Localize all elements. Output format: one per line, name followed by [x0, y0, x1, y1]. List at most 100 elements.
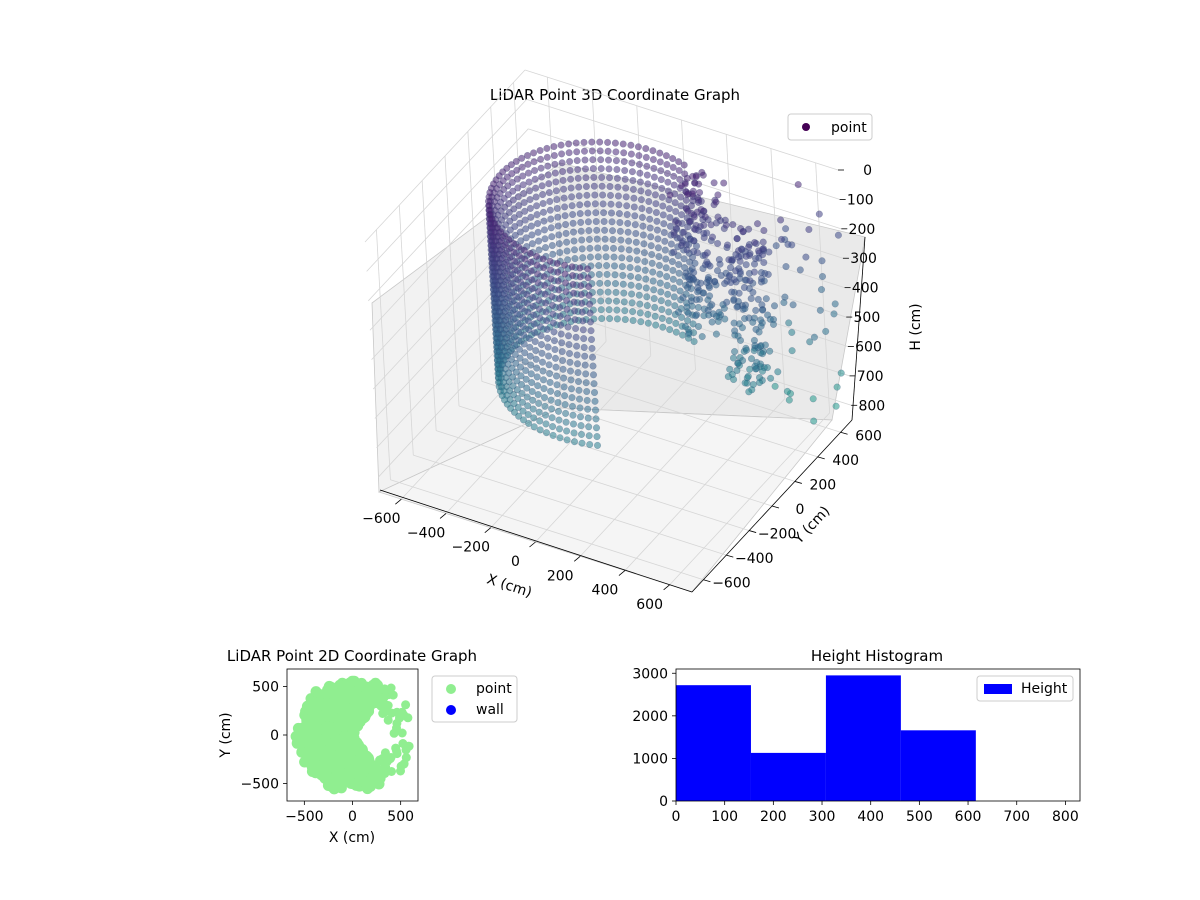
scatter-point-3d: [617, 245, 625, 253]
scatter-point-3d: [562, 220, 570, 229]
scatter-point-3d: [517, 381, 526, 389]
scatter-point-3d: [739, 305, 747, 313]
scatter-point-3d: [570, 429, 578, 437]
y-tick-label-2d: −500: [241, 777, 279, 793]
scatter-point-3d: [505, 236, 513, 244]
scatter-point-3d: [636, 309, 644, 317]
scatter-point-3d: [810, 417, 818, 425]
scatter-point-3d: [621, 175, 629, 183]
scatter-point-3d: [539, 367, 547, 375]
legend-3d-label: point: [831, 120, 867, 136]
scatter-point-3d: [671, 199, 679, 207]
scatter-point-3d: [568, 394, 576, 402]
scatter-point-3d: [578, 245, 586, 253]
scatter-point-3d: [641, 266, 649, 274]
scatter-point-3d: [513, 301, 521, 309]
y-tick-label-3d: 600: [855, 428, 882, 444]
scatter-point-3d: [575, 183, 583, 191]
scatter-point-3d: [541, 290, 549, 298]
scatter-point-3d: [663, 273, 671, 281]
scatter-point-3d: [683, 246, 691, 254]
scatter-point-3d: [603, 262, 611, 270]
scatter-point-3d: [492, 237, 500, 245]
scatter-point-3d: [511, 257, 519, 265]
scatter-point-3d: [530, 311, 538, 319]
scatter-point-3d: [750, 260, 759, 268]
scatter-point-3d: [558, 150, 566, 158]
scatter-point-3d: [751, 362, 759, 370]
scatter-point-3d: [658, 314, 666, 322]
scatter-point-3d: [707, 221, 715, 229]
scatter-point-3d: [703, 258, 711, 266]
scatter-point-3d: [509, 315, 517, 323]
scatter-point-2d: [401, 700, 411, 710]
scatter-point-3d: [735, 253, 743, 261]
scatter-point-3d: [541, 411, 550, 419]
scatter-point-3d: [525, 334, 533, 343]
scatter-point-3d: [537, 155, 545, 163]
scatter-point-3d: [583, 387, 591, 396]
scatter-point-3d: [730, 319, 738, 327]
scatter-point-3d: [679, 331, 687, 339]
scatter-point-3d: [541, 235, 549, 243]
x-axis-label-3d: X (cm): [485, 571, 534, 601]
scatter-point-3d: [577, 227, 585, 235]
scatter-point-3d: [675, 269, 683, 277]
scatter-point-2d: [401, 743, 411, 753]
scatter-point-3d: [530, 149, 538, 157]
scatter-point-3d: [645, 197, 653, 206]
scatter-point-3d: [607, 200, 615, 208]
scatter-point-3d: [708, 301, 716, 309]
scatter-point-2d: [356, 711, 368, 723]
scatter-point-3d: [527, 361, 535, 369]
scatter-point-3d: [612, 297, 621, 305]
scatter-point-3d: [625, 237, 633, 245]
scatter-point-3d: [568, 202, 576, 210]
scatter-point-3d: [751, 238, 759, 247]
scatter-point-3d: [555, 425, 564, 433]
scatter-point-3d: [650, 286, 658, 294]
scatter-point-3d: [575, 386, 583, 394]
scatter-point-3d: [518, 398, 527, 406]
scatter-point-3d: [529, 293, 537, 302]
scatter-point-3d: [515, 210, 523, 218]
scatter-point-3d: [511, 342, 519, 350]
scatter-point-3d: [628, 159, 636, 167]
x-tick-3d: [618, 570, 626, 576]
scatter-point-3d: [735, 289, 743, 297]
scatter-point-3d: [590, 380, 598, 388]
scatter-point-3d: [635, 160, 643, 168]
scatter-point-3d: [626, 263, 634, 272]
scatter-point-3d: [593, 441, 602, 449]
scatter-point-3d: [541, 244, 550, 252]
scatter-point-2d: [378, 709, 388, 718]
scatter-point-3d: [538, 182, 546, 190]
scatter-point-3d: [538, 349, 546, 357]
scatter-point-3d: [749, 288, 757, 296]
scatter-point-3d: [646, 215, 654, 223]
scatter-point-3d: [570, 289, 578, 297]
x-tick-label-hist: 600: [955, 809, 982, 825]
scatter-point-3d: [580, 335, 588, 343]
scatter-point-3d: [674, 308, 683, 316]
scatter-point-3d: [822, 327, 830, 335]
scatter-point-3d: [622, 193, 630, 201]
scatter-point-3d: [555, 416, 563, 424]
y-tick-3d: [840, 431, 848, 435]
scatter-point-3d: [637, 318, 645, 326]
y-axis-label-2d: Y (cm): [218, 712, 234, 758]
scatter-point-3d: [809, 395, 817, 403]
x-tick-label-3d: −400: [407, 525, 445, 541]
scatter-point-3d: [627, 150, 635, 158]
scatter-point-3d: [612, 157, 620, 165]
scatter-point-3d: [559, 176, 567, 184]
scatter-point-3d: [559, 365, 567, 373]
scatter-point-3d: [662, 152, 670, 160]
scatter-point-3d: [584, 209, 592, 217]
scatter-point-3d: [540, 264, 548, 272]
scatter-point-3d: [577, 430, 586, 438]
scatter-point-2d: [388, 690, 398, 700]
scatter-point-3d: [510, 324, 518, 332]
scatter-point-3d: [520, 331, 528, 339]
x-tick-3d: [395, 498, 402, 505]
